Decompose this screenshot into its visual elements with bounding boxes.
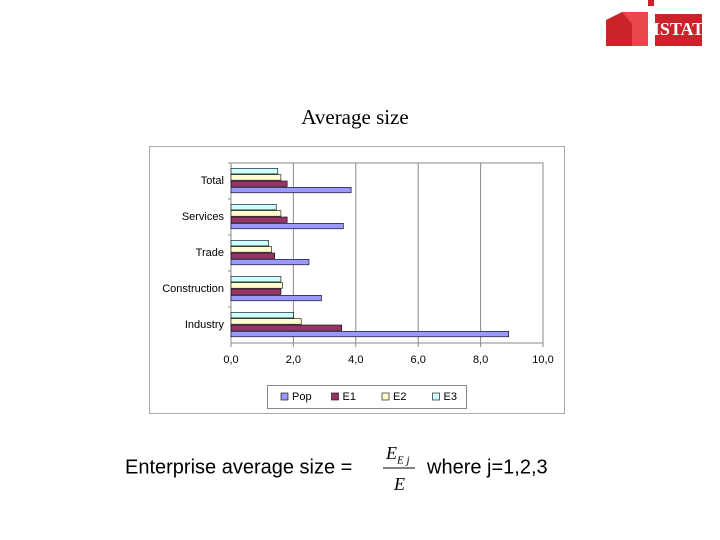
y-tick-label: Total (201, 175, 224, 187)
logo-text: ISTAT (653, 19, 704, 39)
logo-building-side (622, 12, 648, 46)
legend-swatch (280, 392, 289, 401)
formula-denominator: E (393, 474, 405, 494)
y-tick-label: Construction (162, 283, 224, 295)
bar (230, 187, 352, 194)
bar (230, 252, 275, 259)
x-tick-label: 10,0 (532, 354, 553, 366)
legend-label: E3 (444, 391, 457, 403)
y-tick-label: Trade (196, 247, 224, 259)
x-tick-label: 2,0 (286, 354, 301, 366)
bar (230, 318, 302, 325)
legend-box (267, 385, 467, 409)
formula-rhs: where j=1,2,3 (426, 456, 548, 478)
chart-title: Average size (301, 105, 408, 129)
bar (230, 174, 282, 181)
legend-label: E2 (393, 391, 406, 403)
bar (230, 294, 322, 302)
y-tick-label: Services (182, 211, 225, 223)
bar (230, 204, 277, 211)
logo-dot (648, 0, 654, 6)
bar (230, 330, 509, 338)
bar (230, 223, 344, 230)
legend-label: E1 (343, 391, 356, 403)
formula-numerator-sub: E j (396, 455, 410, 467)
bar (230, 312, 294, 319)
bar (230, 246, 272, 253)
x-tick-label: 8,0 (473, 354, 488, 366)
bar (230, 180, 288, 187)
legend-label: Pop (292, 391, 312, 403)
formula-lhs: Enterprise average size = (125, 456, 352, 478)
x-tick-label: 4,0 (348, 354, 363, 366)
bar (230, 210, 282, 217)
bar (230, 240, 269, 247)
bar (230, 168, 279, 175)
legend-swatch (381, 392, 390, 401)
bar (230, 276, 282, 283)
bar (230, 216, 288, 223)
formula: Enterprise average size = E E j E where … (125, 443, 548, 494)
legend-swatch (432, 392, 440, 401)
y-tick-label: Industry (185, 319, 225, 331)
formula-numerator: E (385, 443, 397, 463)
bar (230, 288, 282, 295)
x-tick-label: 0,0 (223, 354, 238, 366)
legend-swatch (331, 392, 339, 401)
bar (230, 258, 310, 266)
logo: ISTAT (606, 0, 704, 46)
bar (230, 282, 283, 289)
x-tick-label: 6,0 (411, 354, 426, 366)
logo-box (655, 14, 702, 46)
bar (230, 324, 343, 331)
chart: 0,0 2,0 4,0 6,0 8,0 10,0 Total Services Trade Con… (162, 162, 554, 409)
